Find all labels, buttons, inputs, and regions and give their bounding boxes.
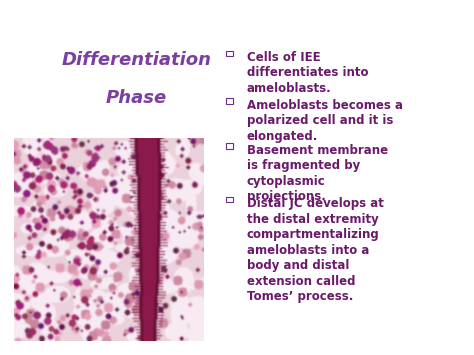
Text: Differentiation: Differentiation [62, 51, 211, 69]
Text: Cells of IEE
differentiates into
ameloblasts.: Cells of IEE differentiates into amelobl… [246, 51, 368, 95]
Text: Distal JC develops at
the distal extremity
compartmentalizing
ameloblasts into a: Distal JC develops at the distal extremi… [246, 197, 383, 303]
Text: Basement membrane
is fragmented by
cytoplasmic
projections.: Basement membrane is fragmented by cytop… [246, 144, 388, 203]
FancyBboxPatch shape [226, 197, 233, 202]
Text: Ameloblasts becomes a
polarized cell and it is
elongated.: Ameloblasts becomes a polarized cell and… [246, 99, 402, 143]
FancyBboxPatch shape [226, 143, 233, 149]
Text: Phase: Phase [106, 89, 167, 107]
FancyBboxPatch shape [226, 98, 233, 104]
FancyBboxPatch shape [226, 50, 233, 56]
